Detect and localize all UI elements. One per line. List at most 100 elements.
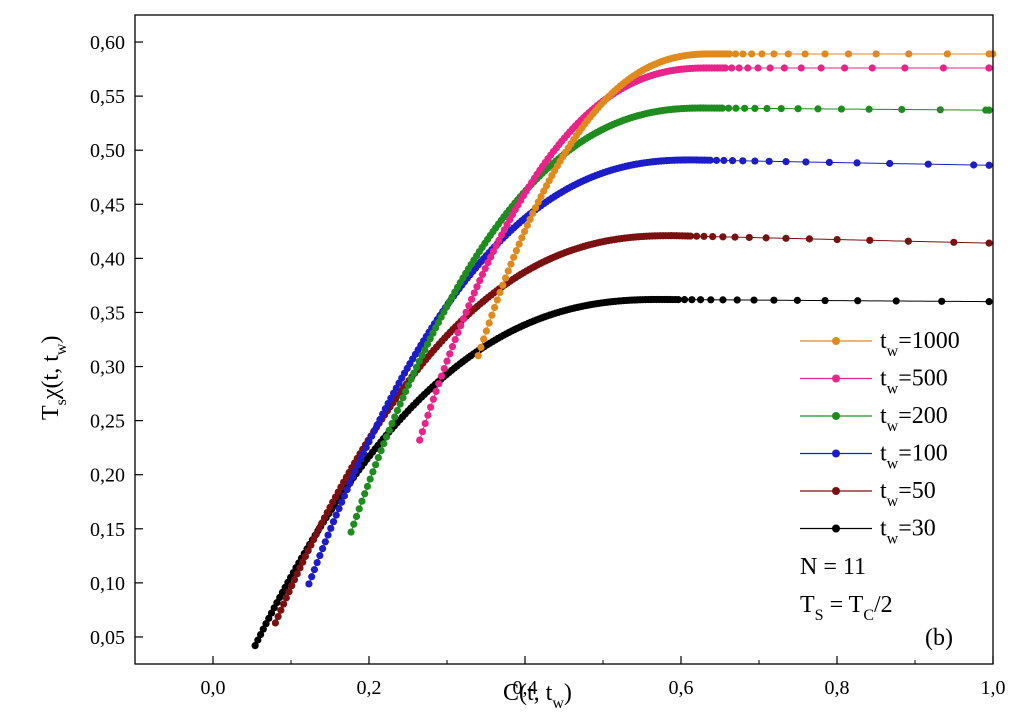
data-point [424,411,432,419]
data-point [825,158,833,166]
data-point [492,242,500,250]
data-point [415,357,423,365]
data-point [782,158,790,166]
data-point [274,612,282,621]
data-point [313,558,321,567]
data-point [315,524,323,533]
data-point [720,156,728,165]
data-point [700,232,708,240]
data-point [316,551,324,560]
data-point [312,530,320,538]
data-point [477,343,485,351]
data-point [396,400,404,408]
x-tick-label: 0,4 [513,677,538,699]
data-point [854,297,862,305]
data-point [985,106,993,114]
series-layer [251,50,997,650]
legend: tw=1000 tw=500 tw=200 tw=100 tw=50 tw=30 [800,328,960,548]
data-point [259,625,267,633]
data-point [347,528,355,536]
data-point [950,238,958,246]
data-point [805,235,814,243]
y-tick-label: 0,25 [90,411,125,433]
legend-label: tw=1000 [880,328,960,360]
legend-marker [832,412,840,420]
data-point [451,335,459,344]
data-point [693,232,701,240]
data-point [282,594,290,602]
data-point [844,50,853,58]
data-point [412,363,421,371]
data-point [416,436,424,444]
data-point [526,215,534,223]
data-point [299,558,307,566]
data-point [507,260,515,268]
data-point [782,234,790,242]
data-point [288,582,296,590]
data-point [821,50,829,58]
data-point [724,104,733,112]
data-point [457,322,465,330]
data-point [797,64,805,72]
legend-entry: tw=500 [800,366,948,398]
data-point [429,395,437,403]
data-point [744,64,752,72]
data-point [718,104,726,112]
data-point [443,357,451,365]
data-point [362,443,370,452]
data-point [435,380,443,388]
data-point [304,547,312,555]
data-point [318,545,327,553]
data-point [350,520,358,528]
data-point [943,50,951,58]
data-point [352,512,361,521]
data-point [365,438,373,446]
plot-frame [134,14,994,665]
data-point [357,455,365,463]
legend-entry: tw=1000 [800,328,960,360]
data-point [476,276,484,285]
data-point [290,576,299,584]
data-point [296,564,304,572]
data-point [728,64,736,72]
ts-annotation: TS = TC/2 [800,592,893,624]
data-point [936,106,944,114]
data-point [780,64,788,72]
series-50 [271,232,994,627]
data-point [905,50,913,58]
data-point [279,600,288,608]
data-point [381,405,389,413]
data-point [305,580,313,588]
data-point [459,315,467,323]
data-point [407,375,415,383]
data-point [985,50,993,58]
data-point [674,295,682,304]
data-point [938,297,946,305]
y-axis-label: Tsχ(t, tw) [38,336,70,420]
data-point [537,192,545,201]
y-tick-label: 0,45 [90,194,125,216]
data-point [985,298,993,306]
data-point [515,240,523,248]
data-point [368,432,376,440]
y-tick-label: 0,05 [90,627,125,649]
data-point [385,426,393,434]
x-tick-label: 0,0 [201,677,226,699]
data-point [346,479,354,487]
data-point [837,105,846,113]
data-point [745,233,753,242]
data-point [485,319,493,327]
data-point [904,237,912,245]
data-point [262,620,270,628]
data-point [327,524,335,532]
data-point [349,473,357,481]
data-point [866,236,874,244]
data-point [481,264,489,273]
data-point [886,159,894,168]
data-point [382,433,391,441]
axes-layer: 0,0 0,2 0,4 0,6 0,8 1,0 0,05 0,10 0,15 0,20 0,25 0,… [90,32,1006,699]
data-point [817,64,825,72]
data-point [728,157,737,165]
x-tick-label: 1,0 [981,677,1006,699]
